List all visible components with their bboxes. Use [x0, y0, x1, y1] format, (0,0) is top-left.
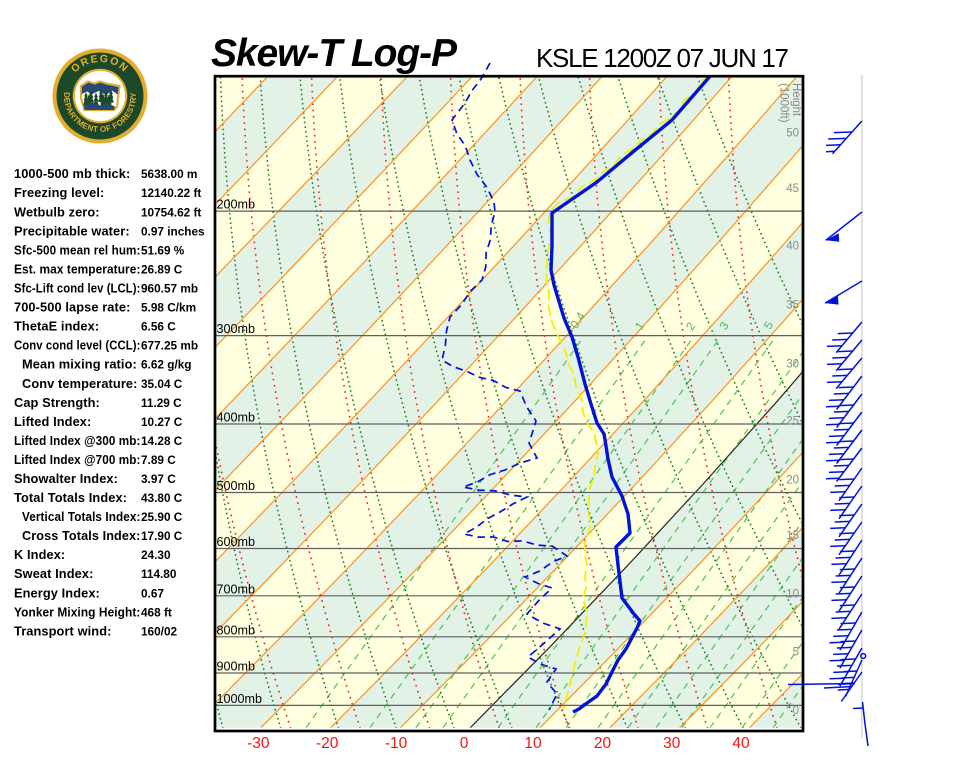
svg-text:Conv cond level (CCL):: Conv cond level (CCL):	[14, 338, 141, 353]
svg-text:25.90 C: 25.90 C	[141, 510, 183, 524]
svg-text:960.57 mb: 960.57 mb	[141, 282, 198, 296]
svg-text:17.90 C: 17.90 C	[141, 529, 183, 543]
svg-text:10: 10	[786, 589, 799, 601]
svg-text:-30: -30	[247, 735, 270, 752]
svg-text:Sfc-500 mean rel hum:: Sfc-500 mean rel hum:	[14, 242, 141, 257]
svg-text:Sfc-Lift cond lev (LCL):: Sfc-Lift cond lev (LCL):	[14, 281, 141, 296]
svg-text:Sweat Index:: Sweat Index:	[14, 566, 93, 581]
svg-text:25: 25	[786, 416, 799, 428]
svg-text:Lifted Index:: Lifted Index:	[14, 414, 91, 429]
svg-text:30: 30	[786, 358, 799, 370]
svg-text:40: 40	[732, 735, 750, 752]
svg-text:10.27 C: 10.27 C	[141, 415, 183, 429]
svg-text:Vertical Totals Index:: Vertical Totals Index:	[22, 509, 141, 524]
svg-text:-20: -20	[316, 735, 339, 752]
svg-text:1000-500 mb thick:: 1000-500 mb thick:	[14, 166, 130, 181]
svg-text:Precipitable water:: Precipitable water:	[14, 223, 130, 238]
svg-text:30: 30	[663, 735, 681, 752]
svg-text:14.28 C: 14.28 C	[141, 434, 183, 448]
svg-text:6.62 g/kg: 6.62 g/kg	[141, 358, 192, 372]
svg-text:K Index:: K Index:	[14, 547, 65, 562]
svg-text:Total Totals Index:: Total Totals Index:	[14, 490, 127, 505]
svg-text:Yonker Mixing Height:: Yonker Mixing Height:	[14, 604, 141, 619]
svg-text:Freezing level:: Freezing level:	[14, 185, 104, 200]
svg-text:50: 50	[786, 127, 799, 139]
svg-text:35.04 C: 35.04 C	[141, 377, 183, 391]
svg-text:15: 15	[786, 530, 799, 542]
svg-text:35: 35	[786, 300, 799, 312]
svg-text:3.97 C: 3.97 C	[141, 472, 176, 486]
svg-text:114.80: 114.80	[141, 567, 177, 581]
svg-text:Conv temperature:: Conv temperature:	[22, 376, 137, 391]
svg-text:Lifted Index @700 mb:: Lifted Index @700 mb:	[14, 452, 141, 467]
svg-text:Energy Index:: Energy Index:	[14, 585, 100, 600]
svg-text:Lifted Index @300 mb:: Lifted Index @300 mb:	[14, 433, 141, 448]
svg-text:11.29 C: 11.29 C	[141, 396, 182, 410]
svg-text:700-500 lapse rate:: 700-500 lapse rate:	[14, 300, 130, 315]
svg-text:26.89 C: 26.89 C	[141, 262, 183, 276]
svg-text:20: 20	[786, 474, 799, 486]
svg-text:0: 0	[460, 735, 469, 752]
svg-text:12140.22 ft: 12140.22 ft	[141, 186, 201, 200]
svg-text:Showalter Index:: Showalter Index:	[14, 471, 118, 486]
svg-text:51.69 %: 51.69 %	[141, 243, 185, 257]
svg-text:600mb: 600mb	[217, 535, 256, 549]
svg-text:677.25 mb: 677.25 mb	[141, 339, 198, 353]
svg-text:800mb: 800mb	[217, 623, 256, 637]
svg-text:Mean mixing ratio:: Mean mixing ratio:	[22, 357, 137, 372]
svg-text:700mb: 700mb	[217, 582, 256, 596]
svg-text:0.97 inches: 0.97 inches	[141, 224, 205, 238]
svg-text:200mb: 200mb	[217, 198, 256, 212]
svg-text:ThetaE index:: ThetaE index:	[14, 319, 99, 334]
svg-text:6.56 C: 6.56 C	[141, 320, 176, 334]
svg-text:400mb: 400mb	[217, 411, 256, 425]
svg-text:Transport wind:: Transport wind:	[14, 623, 111, 638]
svg-text:160/02: 160/02	[141, 624, 178, 638]
svg-text:900mb: 900mb	[217, 660, 256, 674]
svg-text:0: 0	[793, 705, 799, 717]
svg-text:KSLE 1200Z 07 JUN 17: KSLE 1200Z 07 JUN 17	[536, 43, 789, 73]
svg-text:5: 5	[793, 647, 799, 659]
svg-text:45: 45	[786, 183, 799, 195]
svg-text:-10: -10	[385, 735, 408, 752]
svg-text:Cap Strength:: Cap Strength:	[14, 395, 100, 410]
svg-text:43.80 C: 43.80 C	[141, 491, 183, 505]
svg-text:Height: Height	[790, 83, 802, 117]
svg-text:20: 20	[594, 735, 612, 752]
svg-text:5638.00 m: 5638.00 m	[141, 167, 197, 181]
svg-text:Est. max temperature:: Est. max temperature:	[14, 261, 141, 276]
svg-text:0.67: 0.67	[141, 586, 164, 600]
svg-text:300mb: 300mb	[217, 322, 256, 336]
svg-text:Wetbulb zero:: Wetbulb zero:	[14, 204, 100, 219]
svg-text:40: 40	[786, 240, 799, 252]
svg-text:Skew-T Log-P: Skew-T Log-P	[211, 32, 458, 75]
svg-text:5.98 C/km: 5.98 C/km	[141, 301, 196, 315]
svg-text:10: 10	[524, 735, 542, 752]
svg-text:500mb: 500mb	[217, 479, 256, 493]
svg-text:468 ft: 468 ft	[141, 605, 172, 619]
svg-text:24.30: 24.30	[141, 548, 171, 562]
svg-text:(1000ft): (1000ft)	[778, 83, 790, 123]
svg-text:10754.62 ft: 10754.62 ft	[141, 205, 201, 219]
svg-text:7.89 C: 7.89 C	[141, 453, 176, 467]
svg-text:Cross Totals Index:: Cross Totals Index:	[22, 528, 141, 543]
svg-text:1000mb: 1000mb	[217, 692, 263, 706]
